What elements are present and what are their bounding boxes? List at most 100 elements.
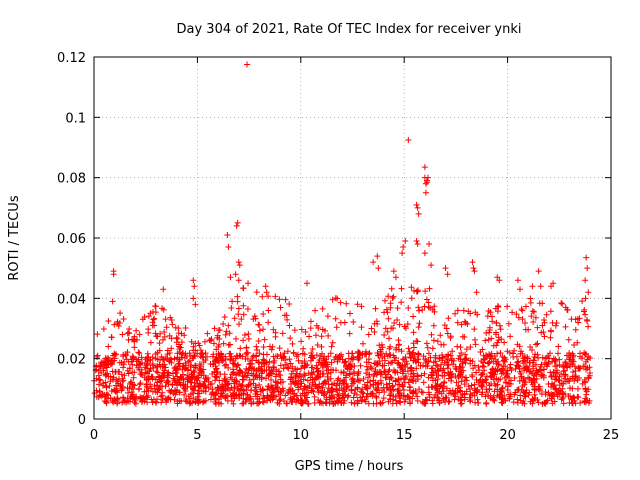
data-point xyxy=(168,335,175,342)
data-point xyxy=(218,351,225,358)
data-point xyxy=(497,388,504,395)
data-point xyxy=(495,337,502,344)
data-point xyxy=(276,397,283,404)
data-point xyxy=(239,400,246,407)
data-point xyxy=(532,351,539,358)
data-point xyxy=(232,271,239,278)
data-point xyxy=(458,397,465,404)
data-point xyxy=(354,349,361,356)
data-point xyxy=(103,364,110,371)
data-point xyxy=(320,390,327,397)
data-point xyxy=(554,393,561,400)
data-point xyxy=(501,339,508,346)
data-point xyxy=(321,378,328,385)
data-point xyxy=(245,335,252,342)
data-point xyxy=(238,316,245,323)
data-point xyxy=(136,331,143,338)
data-point xyxy=(244,305,251,312)
data-point xyxy=(445,315,452,322)
data-point xyxy=(361,396,368,403)
data-point xyxy=(110,271,117,278)
data-point xyxy=(113,351,120,358)
data-point xyxy=(392,397,399,404)
data-point xyxy=(564,364,571,371)
data-point xyxy=(332,315,339,322)
data-point xyxy=(439,372,446,379)
data-point xyxy=(504,387,511,394)
data-point xyxy=(494,392,501,399)
data-point xyxy=(455,355,462,362)
data-point xyxy=(278,355,285,362)
data-point xyxy=(292,373,299,380)
data-point xyxy=(518,348,525,355)
data-point xyxy=(387,304,394,311)
data-point xyxy=(555,343,562,350)
data-point xyxy=(313,362,320,369)
data-point xyxy=(461,334,468,341)
data-point xyxy=(539,400,546,407)
data-point xyxy=(265,363,272,370)
data-point xyxy=(463,374,470,381)
data-point xyxy=(302,396,309,403)
data-point xyxy=(418,388,425,395)
data-point xyxy=(566,385,573,392)
data-point xyxy=(572,368,579,375)
data-point xyxy=(585,374,592,381)
data-point xyxy=(514,341,521,348)
data-point xyxy=(316,381,323,388)
data-point xyxy=(324,373,331,380)
data-point xyxy=(201,383,208,390)
data-point xyxy=(486,382,493,389)
data-point xyxy=(121,372,128,379)
data-point xyxy=(422,356,429,363)
data-point xyxy=(149,373,156,380)
data-point xyxy=(441,378,448,385)
data-point xyxy=(519,383,526,390)
data-point xyxy=(321,327,328,334)
data-point xyxy=(521,392,528,399)
data-point xyxy=(384,309,391,316)
data-point xyxy=(124,367,131,374)
data-point xyxy=(432,391,439,398)
data-point xyxy=(372,384,379,391)
data-point xyxy=(257,388,264,395)
data-point xyxy=(408,284,415,291)
data-point xyxy=(421,370,428,377)
data-point xyxy=(521,367,528,374)
data-point xyxy=(318,400,325,407)
data-point xyxy=(248,387,255,394)
data-point xyxy=(332,385,339,392)
data-point xyxy=(516,368,523,375)
data-point xyxy=(491,397,498,404)
data-point xyxy=(556,361,563,368)
data-point xyxy=(447,333,454,340)
data-point xyxy=(415,324,422,331)
data-point xyxy=(419,306,426,313)
data-point xyxy=(518,306,525,313)
data-point xyxy=(245,370,252,377)
data-point xyxy=(328,343,335,350)
data-point xyxy=(491,388,498,395)
data-point xyxy=(529,347,536,354)
data-point xyxy=(574,376,581,383)
data-point xyxy=(390,396,397,403)
data-point xyxy=(96,381,103,388)
data-point xyxy=(260,310,267,317)
data-point xyxy=(537,283,544,290)
data-point xyxy=(479,363,486,370)
data-point xyxy=(302,329,309,336)
data-point xyxy=(200,366,207,373)
data-point xyxy=(430,322,437,329)
data-point xyxy=(265,319,272,326)
data-point xyxy=(487,354,494,361)
data-point xyxy=(230,369,237,376)
data-point xyxy=(235,277,242,284)
data-point xyxy=(490,396,497,403)
data-point xyxy=(255,359,262,366)
data-point xyxy=(566,349,573,356)
data-point xyxy=(162,364,169,371)
data-point xyxy=(319,350,326,357)
data-point xyxy=(439,355,446,362)
data-point xyxy=(325,353,332,360)
data-point xyxy=(215,343,222,350)
